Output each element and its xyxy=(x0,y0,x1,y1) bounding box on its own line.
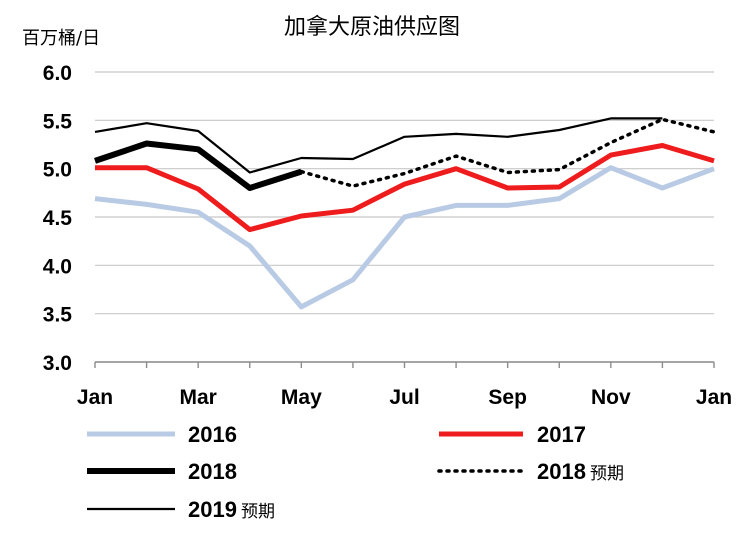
y-tick-label: 4.0 xyxy=(43,255,72,278)
series-lines xyxy=(94,117,716,310)
gridlines xyxy=(94,71,715,368)
x-tick-label: Jan xyxy=(77,386,113,409)
series-line-2018-forecast xyxy=(299,117,716,188)
series-line-2018 xyxy=(94,140,303,191)
legend-series-name: 2017 xyxy=(537,422,586,447)
x-axis-ticks: Jan Mar May Jul Sep Nov Jan xyxy=(77,386,732,409)
legend-label: 2016 xyxy=(188,422,237,447)
legend-series-name: 2016 xyxy=(188,422,237,447)
x-tick-label: Mar xyxy=(179,386,216,409)
x-tick-label: Jul xyxy=(389,386,419,409)
x-tick-label: Sep xyxy=(488,386,527,409)
legend-forecast-suffix: 预期 xyxy=(241,502,275,522)
legend-label: 2017 xyxy=(537,422,586,447)
y-tick-label: 4.5 xyxy=(43,207,73,230)
series-line-2019-forecast xyxy=(94,117,663,174)
legend-series-name: 2018 xyxy=(537,459,586,484)
y-tick-label: 5.0 xyxy=(43,159,72,182)
legend-label: 2018 预期 xyxy=(537,459,624,484)
y-axis-unit-label: 百万桶/日 xyxy=(22,28,100,49)
x-tick-label: Jan xyxy=(696,386,732,409)
y-tick-label: 3.0 xyxy=(43,352,72,375)
legend-label: 2019 预期 xyxy=(188,497,275,522)
y-tick-label: 3.5 xyxy=(43,304,73,327)
legend-series-name: 2019 xyxy=(188,497,237,522)
x-tick-label: May xyxy=(281,386,322,409)
chart-title: 加拿大原油供应图 xyxy=(284,14,460,40)
series-line-2016 xyxy=(94,165,715,310)
series-line-2017 xyxy=(95,143,715,233)
legend-series-name: 2018 xyxy=(188,459,237,484)
x-tick-label: Nov xyxy=(591,386,631,409)
legend-forecast-suffix: 预期 xyxy=(590,464,624,484)
legend-label: 2018 xyxy=(188,459,237,484)
y-axis-ticks: 6.0 5.5 5.0 4.5 4.0 3.5 3.0 xyxy=(43,62,73,375)
y-tick-label: 5.5 xyxy=(43,110,73,133)
y-tick-label: 6.0 xyxy=(43,62,72,85)
